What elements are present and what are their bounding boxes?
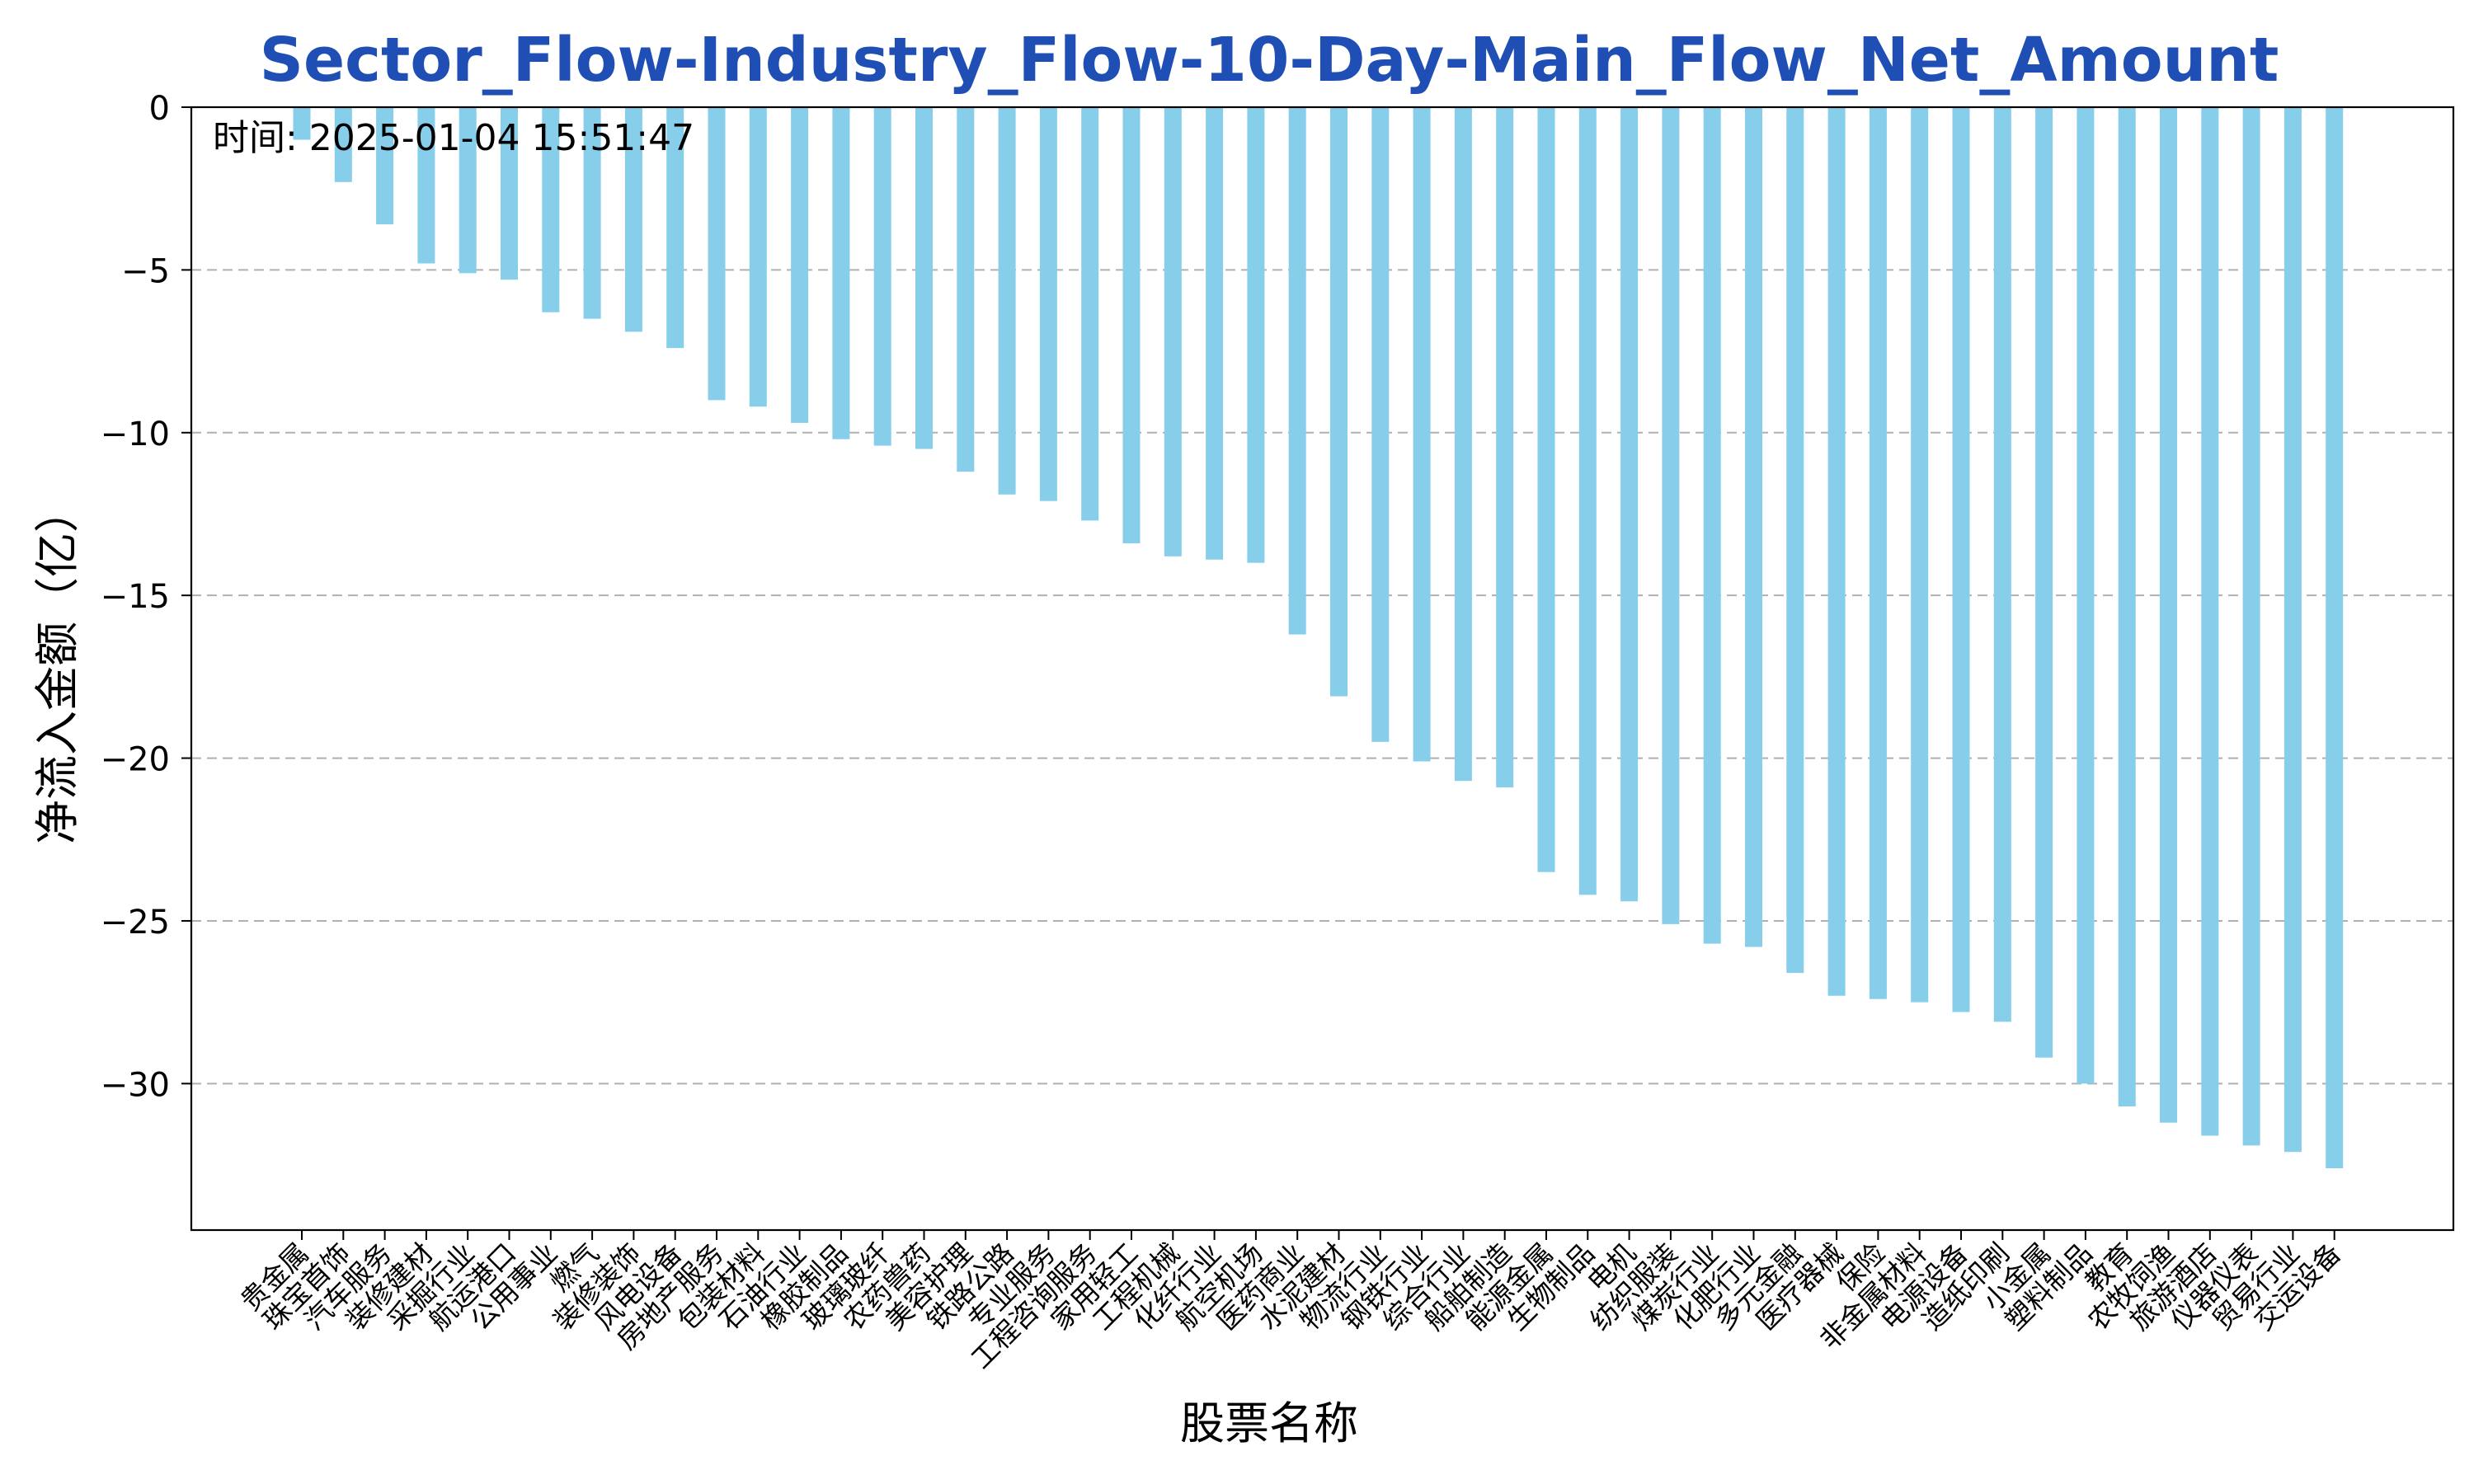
bar — [998, 107, 1016, 495]
bar — [1703, 107, 1721, 944]
bar — [293, 107, 311, 140]
bar — [2160, 107, 2177, 1123]
bar — [708, 107, 726, 401]
bar — [624, 107, 642, 332]
bar — [1164, 107, 1182, 556]
x-axis-label: 股票名称 — [1180, 1397, 1358, 1449]
bar — [873, 107, 891, 446]
bar — [1827, 107, 1846, 996]
grid-lines — [191, 269, 2453, 1085]
bar — [1786, 107, 1804, 974]
bar — [1206, 107, 1224, 560]
bar — [2077, 107, 2095, 1084]
bar — [1745, 107, 1762, 947]
y-tick-label: −10 — [101, 416, 170, 453]
bar — [1869, 107, 1887, 999]
y-tick-label: −20 — [101, 741, 170, 779]
y-tick-label: 0 — [149, 90, 170, 128]
bar — [2201, 107, 2219, 1136]
bar — [1537, 107, 1555, 872]
bar — [2326, 107, 2344, 1168]
bar — [376, 107, 394, 225]
bar — [1330, 107, 1348, 697]
chart-title: Sector_Flow-Industry_Flow-10-Day-Main_Fl… — [260, 25, 2279, 96]
bar — [2118, 107, 2136, 1106]
bar — [542, 107, 560, 312]
bar — [1039, 107, 1057, 501]
bar — [1413, 107, 1431, 762]
bar — [832, 107, 850, 439]
y-axis-ticks: 0 −5 −10 −15 −20 −25 −30 — [101, 90, 191, 1104]
bar — [1993, 107, 2011, 1022]
bar — [1662, 107, 1680, 924]
bar — [2035, 107, 2053, 1058]
bar — [666, 107, 684, 349]
bar-series — [293, 107, 2344, 1168]
bar — [2242, 107, 2260, 1146]
bar — [915, 107, 933, 449]
bar — [1620, 107, 1639, 902]
bar — [1247, 107, 1265, 563]
bar — [1454, 107, 1472, 782]
bar — [791, 107, 809, 423]
y-tick-label: −5 — [121, 252, 170, 290]
bar — [2284, 107, 2302, 1153]
bar — [583, 107, 601, 319]
bar — [334, 107, 352, 182]
bar — [417, 107, 435, 264]
bar — [957, 107, 975, 472]
bar — [1288, 107, 1306, 635]
bar — [1371, 107, 1390, 742]
bar — [1952, 107, 1970, 1012]
bar — [1496, 107, 1514, 788]
y-tick-label: −30 — [101, 1066, 170, 1104]
bar — [501, 107, 518, 280]
bar — [1911, 107, 1929, 1003]
y-tick-label: −25 — [101, 904, 170, 942]
bar — [1578, 107, 1597, 895]
y-axis-label: 净流入金额（亿） — [31, 488, 83, 844]
timestamp-annotation: 时间: 2025-01-04 15:51:47 — [213, 117, 694, 159]
x-axis-ticks: 贵金属珠宝首饰汽车服务装修建材采掘行业航运港口公用事业燃气装修装饰风电设备房地产… — [234, 1230, 2347, 1375]
bar — [1081, 107, 1099, 521]
bar — [459, 107, 477, 274]
plot-frame — [190, 106, 2455, 1232]
bar — [749, 107, 767, 407]
bar — [1122, 107, 1141, 544]
y-tick-label: −15 — [101, 578, 170, 616]
